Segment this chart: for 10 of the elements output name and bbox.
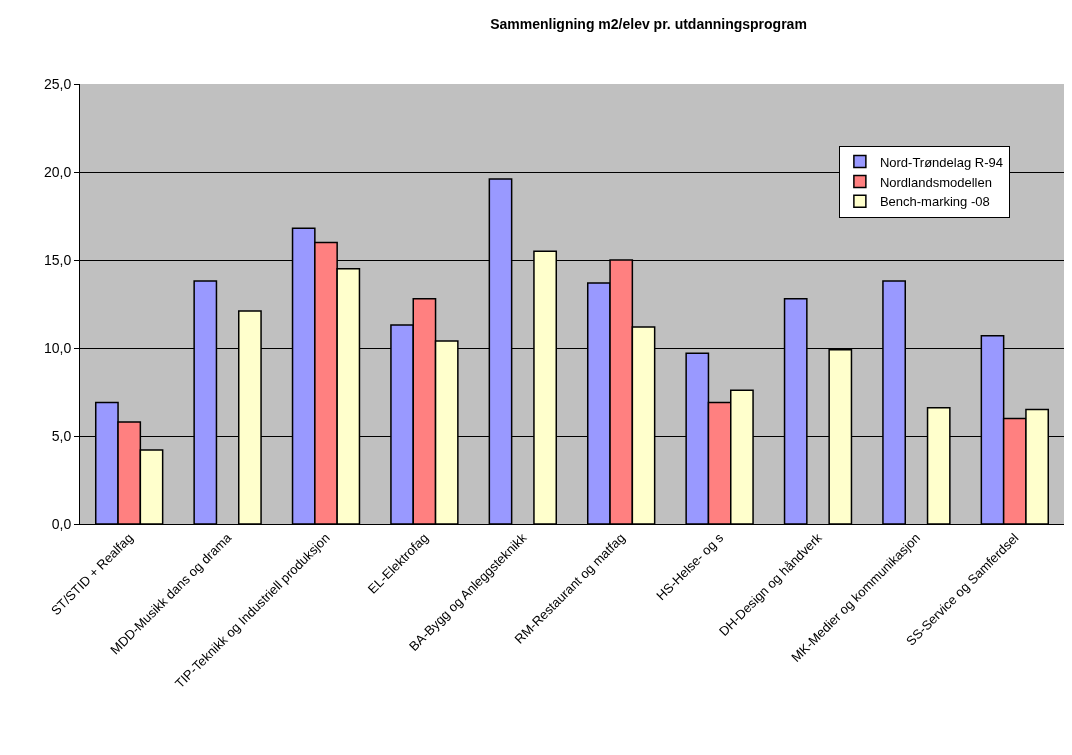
y-tick-label: 5,0 [51,427,72,444]
legend-label: Nord-Trøndelag R-94 [879,154,1003,170]
y-tick-label: 20,0 [43,163,72,180]
legend-label: Nordlandsmodellen [879,174,992,190]
y-tick-label: 15,0 [43,251,72,268]
legend-label: Bench-marking -08 [879,194,990,210]
chart-title: Sammenligning m2/elev pr. utdanningsprogram [490,15,807,32]
y-tick-label: 0,0 [51,515,72,532]
y-tick-label: 10,0 [43,339,72,356]
y-tick-label: 25,0 [43,75,72,92]
